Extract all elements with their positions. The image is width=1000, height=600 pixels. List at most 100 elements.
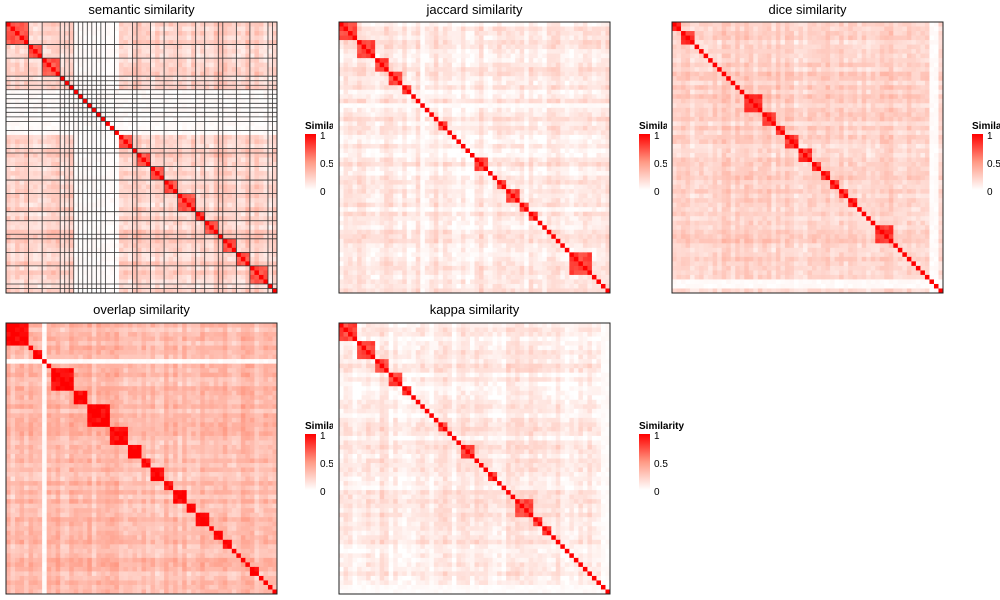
heatmap-cell xyxy=(465,67,471,73)
heatmap-cell xyxy=(204,134,210,140)
heatmap-cell xyxy=(114,256,120,262)
heatmap-cell xyxy=(447,31,453,36)
heatmap-cell xyxy=(64,288,70,294)
heatmap-cell xyxy=(159,148,165,154)
heatmap-cell xyxy=(105,265,111,271)
heatmap-cell xyxy=(87,207,93,213)
heatmap-cell xyxy=(582,67,588,73)
heatmap-cell xyxy=(64,247,70,253)
heatmap-cell xyxy=(141,247,147,253)
heatmap-cell xyxy=(186,288,192,294)
heatmap-cell xyxy=(510,22,516,27)
heatmap-cell xyxy=(456,26,462,32)
heatmap-cell xyxy=(438,76,444,82)
heatmap-cell xyxy=(73,270,79,276)
heatmap-cell xyxy=(456,22,462,27)
heatmap-cell xyxy=(78,166,84,172)
heatmap-cell xyxy=(37,166,43,172)
heatmap-cell xyxy=(204,238,210,244)
heatmap-cell xyxy=(492,85,498,91)
heatmap-cell xyxy=(537,31,543,36)
heatmap-cell xyxy=(357,116,362,122)
heatmap-cell xyxy=(28,211,34,217)
heatmap-cell xyxy=(78,180,84,185)
heatmap-cell xyxy=(469,98,475,104)
heatmap-cell xyxy=(37,76,43,82)
heatmap-cell xyxy=(109,157,115,163)
heatmap-cell xyxy=(33,202,39,208)
heatmap-cell xyxy=(357,85,362,91)
heatmap-cell xyxy=(33,211,39,217)
heatmap-cell xyxy=(227,220,233,226)
heatmap-cell xyxy=(361,31,367,36)
heatmap-cell xyxy=(213,152,219,158)
heatmap-cell xyxy=(605,44,611,50)
heatmap-cell xyxy=(96,125,102,131)
heatmap-cell xyxy=(100,62,106,68)
heatmap-cell xyxy=(254,220,260,226)
heatmap-cell xyxy=(69,256,75,262)
heatmap-cell xyxy=(488,35,493,41)
heatmap-cell xyxy=(209,22,215,27)
heatmap-cell xyxy=(146,166,151,172)
heatmap-cell xyxy=(204,274,210,280)
heatmap-cell xyxy=(240,116,246,122)
heatmap-cell xyxy=(87,243,93,249)
heatmap-cell xyxy=(227,139,233,145)
heatmap-cell xyxy=(605,116,611,122)
heatmap-cell xyxy=(159,89,165,95)
heatmap-cell xyxy=(236,247,242,253)
heatmap-cell xyxy=(100,89,106,95)
heatmap-cell xyxy=(91,121,97,127)
heatmap-cell xyxy=(136,216,142,222)
heatmap-cell xyxy=(564,107,570,113)
heatmap-cell xyxy=(263,288,269,294)
heatmap-cell xyxy=(483,71,489,77)
heatmap-cell xyxy=(69,31,75,36)
heatmap-cell xyxy=(60,229,66,235)
heatmap-cell xyxy=(456,89,462,95)
heatmap-cell xyxy=(191,107,197,113)
heatmap-cell xyxy=(136,49,142,55)
heatmap-cell xyxy=(442,49,448,55)
heatmap-cell xyxy=(146,157,151,163)
heatmap-cell xyxy=(87,40,93,45)
heatmap-cell xyxy=(78,171,84,176)
heatmap-cell xyxy=(168,175,174,181)
heatmap-cell xyxy=(132,220,138,226)
heatmap-cell xyxy=(227,193,233,199)
heatmap-cell xyxy=(479,31,484,36)
heatmap-cell xyxy=(46,71,52,77)
heatmap-cell xyxy=(240,162,246,167)
heatmap-cell xyxy=(587,40,593,45)
heatmap-cell xyxy=(24,279,29,285)
heatmap-cell xyxy=(191,67,197,73)
heatmap-cell xyxy=(96,270,102,276)
heatmap-cell xyxy=(519,44,525,50)
heatmap-cell xyxy=(118,152,124,158)
heatmap-cell xyxy=(164,279,169,285)
heatmap-cell xyxy=(600,71,606,77)
heatmap-cell xyxy=(15,288,20,294)
heatmap-cell xyxy=(15,175,20,181)
heatmap-cell xyxy=(245,261,251,267)
heatmap-cell xyxy=(384,22,390,27)
heatmap-cell xyxy=(136,274,142,280)
heatmap-cell xyxy=(168,62,174,68)
heatmap-cell xyxy=(375,35,381,41)
heatmap-cell xyxy=(82,22,88,27)
heatmap-cell xyxy=(55,202,61,208)
heatmap-cell xyxy=(105,261,111,267)
heatmap-cell xyxy=(28,107,34,113)
heatmap-cell xyxy=(339,112,344,118)
heatmap-cell xyxy=(272,211,278,217)
heatmap-cell xyxy=(254,125,260,131)
heatmap-cell xyxy=(267,261,273,267)
heatmap-cell xyxy=(249,98,255,104)
heatmap-cell xyxy=(127,184,133,190)
heatmap-cell xyxy=(51,58,57,64)
heatmap-cell xyxy=(240,107,246,113)
heatmap-cell xyxy=(263,243,269,249)
heatmap-cell xyxy=(447,26,453,32)
heatmap-cell xyxy=(488,71,493,77)
